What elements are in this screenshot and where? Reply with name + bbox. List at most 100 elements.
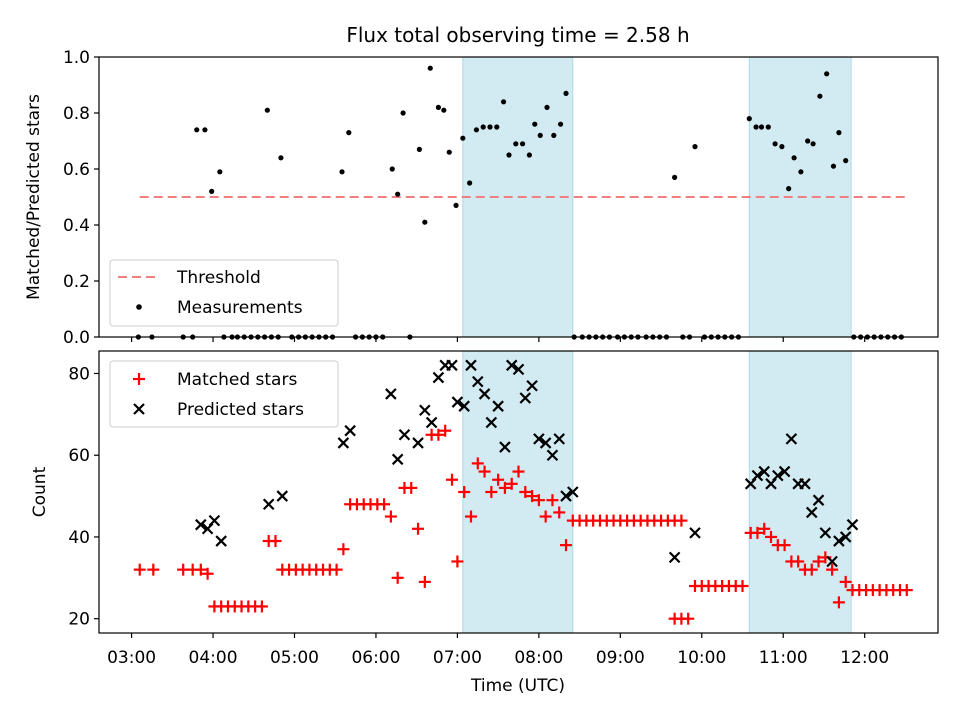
bottom-y-axis-label: Count bbox=[30, 466, 50, 517]
predicted-star-point bbox=[546, 449, 559, 461]
measurement-point bbox=[446, 149, 452, 155]
bottom-x-ticks: 03:00 04:00 05:00 06:00 07:00 08:00 09:00 10:00… bbox=[107, 633, 889, 668]
predicted-star-point bbox=[758, 465, 771, 478]
matched-star-point bbox=[418, 575, 431, 588]
predicted-star-point bbox=[485, 416, 498, 429]
measurement-point bbox=[772, 141, 778, 147]
predicted-star-point bbox=[391, 453, 404, 466]
measurement-point bbox=[537, 132, 543, 138]
matched-star-point bbox=[451, 555, 464, 568]
matched-star-point bbox=[675, 514, 688, 527]
matched-star-point bbox=[526, 490, 539, 503]
predicted-star-point bbox=[478, 388, 491, 400]
measurement-point bbox=[487, 124, 493, 130]
predicted-star-point bbox=[505, 359, 518, 372]
predicted-star-point bbox=[492, 400, 504, 412]
predicted-star-point bbox=[805, 506, 818, 519]
measurement-point bbox=[758, 124, 765, 130]
measurement-point bbox=[765, 124, 771, 130]
measurement-point bbox=[557, 121, 564, 127]
measurement-point bbox=[830, 163, 837, 169]
matched-star-point bbox=[439, 424, 452, 437]
x-tick-label: 08:00 bbox=[514, 648, 563, 668]
legend-measurements-swatch bbox=[136, 304, 142, 310]
measurement-point bbox=[544, 104, 550, 110]
predicted-star-point bbox=[539, 437, 552, 449]
matched-star-point bbox=[812, 555, 825, 568]
legend-measurements-label: Measurements bbox=[177, 298, 303, 318]
matched-star-point bbox=[519, 486, 532, 498]
matched-star-point bbox=[384, 510, 397, 523]
legend-threshold-label: Threshold bbox=[176, 268, 261, 288]
predicted-star-point bbox=[337, 437, 350, 449]
matched-star-point bbox=[337, 543, 350, 556]
legend-matched-swatch bbox=[133, 373, 145, 385]
bottom-y-ticks: 20 40 60 80 bbox=[68, 364, 99, 630]
matched-star-point bbox=[792, 555, 805, 568]
measurement-point bbox=[779, 144, 785, 150]
predicted-star-point bbox=[195, 518, 207, 531]
predicted-star-point bbox=[512, 363, 525, 376]
matched-star-point bbox=[255, 600, 268, 613]
measurement-point bbox=[551, 132, 557, 138]
measurement-point bbox=[400, 110, 406, 116]
legend-matched-label: Matched stars bbox=[177, 370, 297, 390]
y-tick-label: 0.6 bbox=[63, 160, 90, 180]
y-tick-label: 0.4 bbox=[63, 216, 90, 236]
measurement-point bbox=[519, 141, 526, 147]
measurement-point bbox=[278, 155, 284, 161]
x-tick-label: 03:00 bbox=[107, 648, 156, 668]
matched-star-point bbox=[330, 563, 343, 576]
predicted-star-point bbox=[262, 498, 275, 511]
matched-star-point bbox=[464, 510, 477, 523]
measurement-point bbox=[672, 174, 678, 180]
measurement-point bbox=[389, 166, 395, 172]
predicted-star-point bbox=[465, 359, 477, 372]
predicted-star-point bbox=[471, 375, 484, 388]
matched-star-point bbox=[532, 494, 545, 507]
predicted-star-point bbox=[344, 424, 356, 437]
x-tick-label: 07:00 bbox=[433, 648, 482, 668]
matched-star-point bbox=[378, 498, 391, 511]
predicted-star-point bbox=[668, 551, 681, 564]
matched-star-point bbox=[478, 465, 491, 478]
x-tick-label: 11:00 bbox=[759, 648, 808, 668]
measurement-point bbox=[194, 127, 200, 133]
measurement-point bbox=[563, 90, 569, 96]
predicted-star-point bbox=[751, 469, 764, 482]
matched-star-point bbox=[471, 457, 484, 470]
measurement-point bbox=[500, 99, 507, 105]
measurement-point bbox=[209, 188, 215, 194]
x-tick-label: 10:00 bbox=[677, 648, 726, 668]
measurement-point bbox=[435, 104, 442, 110]
matched-star-point bbox=[682, 612, 695, 625]
predicted-stars-points bbox=[195, 359, 859, 568]
measurement-point bbox=[480, 124, 486, 130]
predicted-star-point bbox=[425, 416, 438, 429]
predicted-star-point bbox=[567, 486, 579, 498]
predicted-star-point bbox=[833, 535, 845, 547]
measurement-point bbox=[460, 135, 466, 141]
legend-predicted-swatch bbox=[133, 403, 145, 415]
x-axis-label: Time (UTC) bbox=[470, 676, 565, 696]
chart-title: Flux total observing time = 2.58 h bbox=[346, 23, 689, 47]
predicted-star-point bbox=[458, 400, 470, 412]
measurement-point bbox=[798, 169, 804, 175]
measurement-point bbox=[532, 121, 538, 127]
predicted-star-point bbox=[772, 469, 784, 482]
measurement-point bbox=[339, 169, 345, 175]
bottom-shaded-intervals bbox=[462, 350, 852, 634]
predicted-star-point bbox=[499, 441, 511, 453]
shaded-interval-0 bbox=[462, 350, 574, 634]
predicted-star-point bbox=[385, 388, 397, 400]
predicted-star-point bbox=[839, 531, 852, 543]
measurement-point bbox=[506, 152, 512, 158]
matched-star-point bbox=[553, 506, 566, 519]
matched-star-point bbox=[445, 473, 458, 486]
matched-star-point bbox=[133, 563, 146, 576]
y-tick-label: 20 bbox=[68, 610, 90, 630]
predicted-star-point bbox=[451, 396, 464, 408]
top-panel: 0.0 0.2 0.4 0.6 0.8 1.0 Matched/Predicted sta… bbox=[24, 48, 939, 348]
